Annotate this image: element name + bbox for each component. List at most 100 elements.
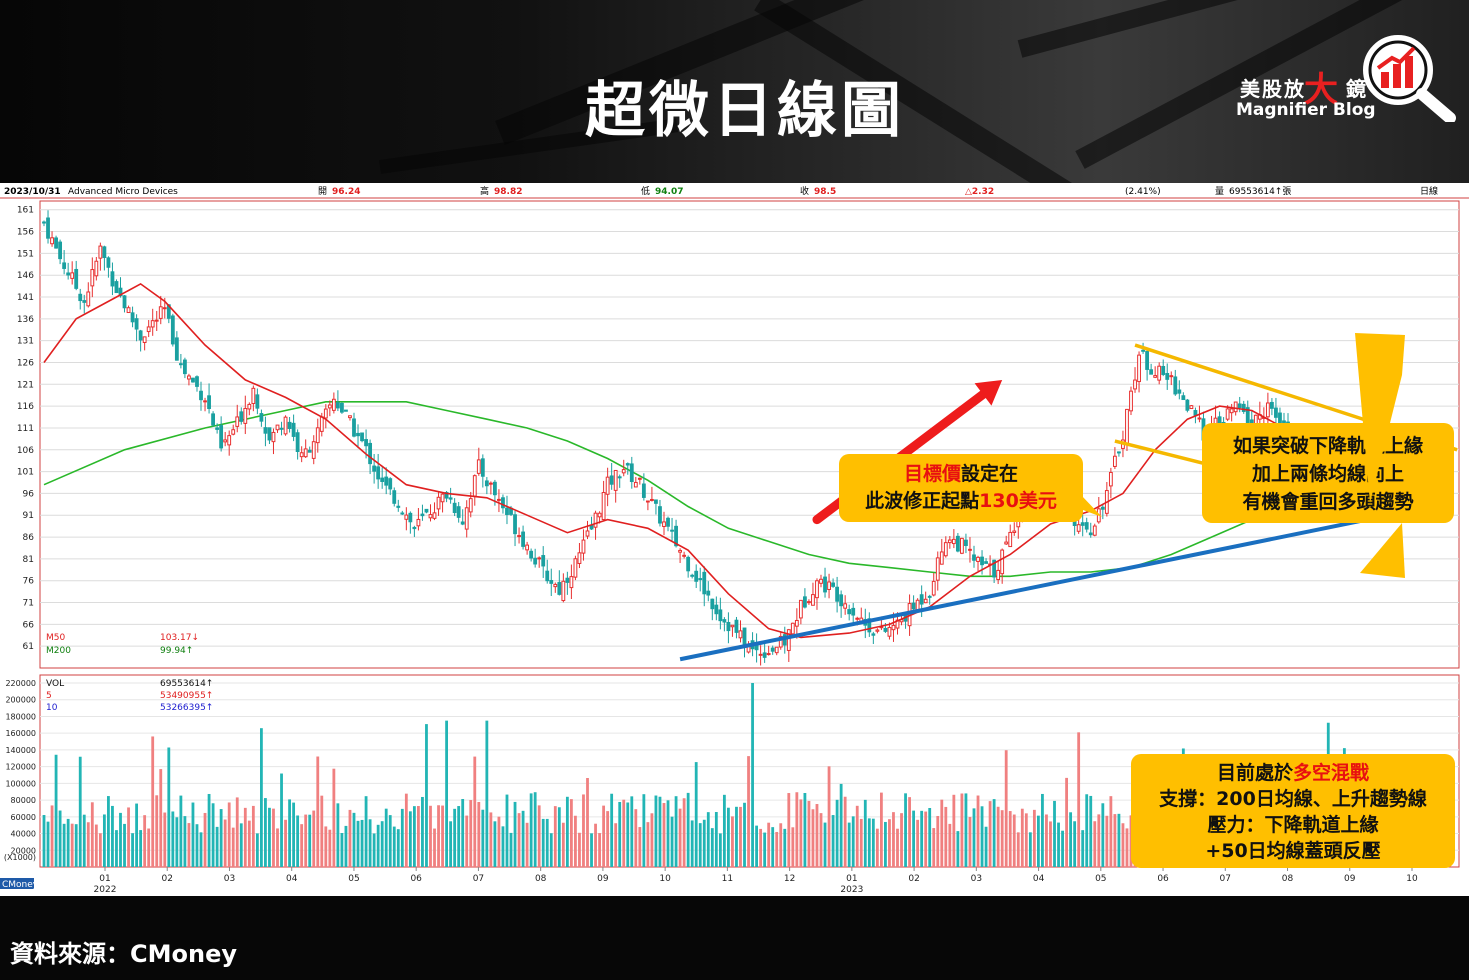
candle-body bbox=[597, 512, 602, 518]
candle-body bbox=[1129, 390, 1133, 412]
candle-body bbox=[702, 571, 707, 595]
volume-bar bbox=[155, 795, 159, 867]
volume-bar bbox=[320, 795, 324, 867]
candle-body bbox=[670, 529, 674, 532]
candle-body bbox=[456, 506, 461, 518]
candle-body bbox=[811, 594, 815, 606]
candle-body bbox=[1000, 549, 1005, 575]
candle-body bbox=[1237, 403, 1242, 409]
candle-body bbox=[718, 609, 723, 622]
volume-bar bbox=[251, 805, 255, 867]
volume-bar bbox=[497, 816, 501, 867]
x-tick-label: 02 bbox=[162, 874, 173, 884]
candle-body bbox=[476, 459, 481, 474]
candle-body bbox=[641, 483, 646, 498]
candle-body bbox=[790, 622, 795, 635]
candle-body bbox=[187, 375, 191, 380]
candle-body bbox=[444, 492, 449, 499]
candle-body bbox=[593, 512, 598, 528]
candle-body bbox=[183, 359, 187, 375]
volume-bar bbox=[461, 799, 465, 867]
volume-bar bbox=[316, 756, 320, 867]
volume-bar bbox=[702, 819, 706, 867]
candle-body bbox=[448, 497, 453, 500]
volume-bar bbox=[944, 806, 948, 867]
candle-body bbox=[843, 603, 848, 609]
volume-bar bbox=[912, 810, 916, 867]
volume-bar bbox=[1105, 815, 1109, 867]
candle-body bbox=[178, 363, 183, 366]
volume-bar bbox=[602, 805, 606, 867]
volume-bar bbox=[783, 828, 787, 867]
volume-bar bbox=[364, 796, 368, 867]
volume-bar bbox=[356, 820, 360, 867]
candle-body bbox=[106, 257, 111, 268]
volume-bar bbox=[650, 813, 654, 867]
volume-bar bbox=[42, 815, 46, 867]
support-trendline bbox=[679, 500, 1454, 662]
candle-body bbox=[275, 424, 280, 431]
candle-body bbox=[352, 418, 356, 437]
y-tick-label: 61 bbox=[23, 642, 34, 652]
candle-body bbox=[682, 554, 687, 557]
quote-close-label: 收 bbox=[800, 185, 809, 197]
candle-body bbox=[271, 431, 276, 443]
candle-body bbox=[847, 609, 852, 615]
volume-bar bbox=[634, 809, 638, 867]
candle-body bbox=[368, 442, 373, 465]
candle-body bbox=[90, 269, 95, 287]
candle-body bbox=[770, 647, 775, 652]
x-tick-label: 10 bbox=[659, 874, 671, 884]
candle-body bbox=[452, 502, 457, 514]
volume-bar bbox=[127, 807, 130, 867]
candle-body bbox=[291, 422, 296, 437]
volume-bar bbox=[662, 802, 666, 867]
candle-body bbox=[855, 617, 860, 620]
volume-bar bbox=[453, 808, 457, 867]
volume-bar bbox=[143, 815, 147, 867]
volume-bar bbox=[247, 820, 251, 867]
volume-bar bbox=[598, 833, 601, 867]
y-tick-label: 106 bbox=[17, 446, 34, 456]
volume-bar bbox=[618, 801, 622, 867]
volume-bar bbox=[807, 800, 811, 867]
volume-bar bbox=[549, 833, 553, 867]
volume-legend: VOL 69553614↑ 5 53490955↑ 10 53266395↑ bbox=[46, 679, 213, 713]
volume-bar bbox=[368, 819, 372, 867]
candle-body bbox=[1096, 508, 1101, 523]
volume-bar bbox=[924, 811, 928, 867]
volume-bar bbox=[123, 823, 126, 867]
candle-body bbox=[231, 429, 236, 435]
volume-bar bbox=[908, 797, 911, 867]
quote-high: 98.82 bbox=[494, 187, 522, 197]
x-tick-label: 02 bbox=[908, 874, 919, 884]
candle-body bbox=[207, 395, 211, 409]
volume-tick-label: 40000 bbox=[11, 830, 36, 839]
candle-body bbox=[1169, 375, 1174, 378]
candle-body bbox=[633, 481, 638, 488]
volume-bar bbox=[545, 818, 549, 867]
candle-body bbox=[323, 408, 328, 419]
volume-bar bbox=[976, 795, 980, 867]
candle-body bbox=[134, 318, 139, 330]
volume-bar bbox=[900, 813, 903, 867]
volume-bar bbox=[292, 802, 296, 867]
volume-bar bbox=[469, 800, 473, 867]
candle-body bbox=[138, 330, 143, 341]
volume-bar bbox=[231, 827, 235, 867]
volume-bar bbox=[871, 818, 875, 867]
volume-bar bbox=[706, 812, 710, 867]
candle-body bbox=[613, 469, 618, 491]
candle-body bbox=[380, 477, 385, 482]
volume-bar bbox=[175, 817, 179, 867]
legend-ma10-label: 10 bbox=[46, 703, 58, 713]
volume-tick-label: 20000 bbox=[11, 846, 36, 855]
candle-body bbox=[517, 535, 521, 538]
y-tick-label: 76 bbox=[23, 577, 35, 587]
candle-body bbox=[951, 538, 956, 545]
volume-bar bbox=[1117, 813, 1121, 867]
x-tick-label: 08 bbox=[1282, 874, 1294, 884]
candle-body bbox=[416, 518, 421, 527]
volume-bar bbox=[477, 801, 481, 867]
candle-body bbox=[396, 505, 401, 508]
